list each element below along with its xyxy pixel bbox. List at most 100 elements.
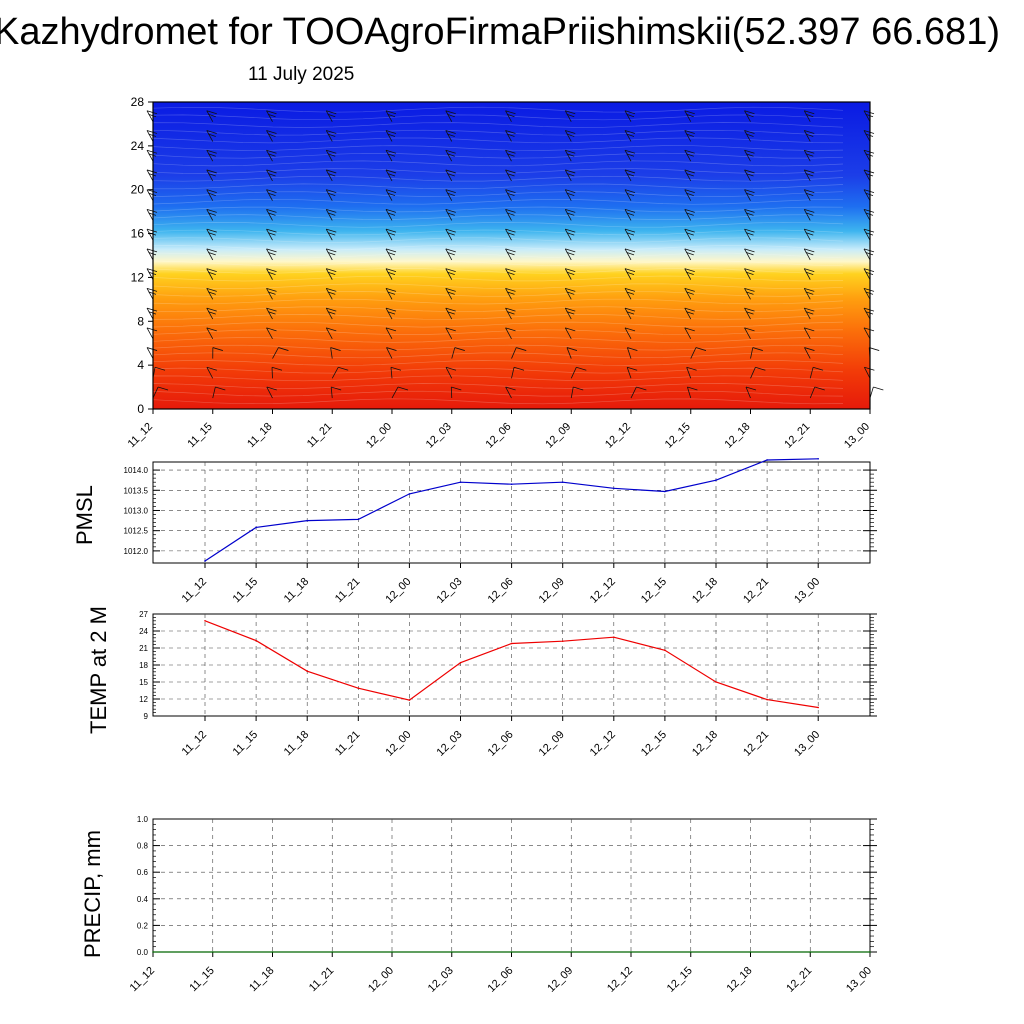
wind-barb-flag [744, 248, 755, 253]
wind-barb-flag [804, 189, 815, 194]
wind-barb-flag [804, 347, 815, 351]
wind-barb-flag [445, 268, 456, 273]
wind-barb-flag [814, 386, 825, 391]
wind-barb [146, 228, 154, 241]
wind-barb-flag [385, 169, 397, 174]
wind-barb-flag [505, 386, 516, 391]
wind-barb [505, 307, 512, 320]
wind-barb [331, 367, 339, 379]
wind-barb-flag [447, 212, 455, 216]
wind-barb-flag [505, 268, 516, 273]
wind-barb-flag [752, 347, 763, 351]
data-point [749, 951, 752, 953]
wind-barb [803, 169, 811, 182]
data-point [766, 698, 768, 701]
wind-barb-flag [565, 327, 576, 332]
wind-barb-flag [804, 307, 815, 312]
wind-barb [564, 169, 572, 182]
wind-barb-flag [267, 133, 276, 137]
contour-line [152, 398, 844, 405]
wind-barb-flag [626, 311, 635, 315]
wind-barb-flag [208, 252, 216, 256]
wind-barb [266, 307, 273, 320]
y-tick-label: 15 [139, 678, 148, 687]
wind-barb-flag [206, 287, 217, 292]
wind-barb [864, 367, 871, 379]
wind-barb-flag [516, 347, 527, 351]
wind-barb [624, 248, 632, 261]
wind-barb-flag [385, 130, 397, 134]
wind-barb-flag [745, 311, 754, 315]
wind-barb-flag [267, 153, 276, 157]
wind-barb-flag [566, 192, 575, 197]
wind-barb-flag [206, 327, 217, 332]
wind-barb [325, 248, 333, 261]
wind-barb [744, 268, 751, 280]
wind-barb-flag [326, 110, 337, 115]
wind-barb-flag [684, 130, 695, 134]
wind-barb-flag [684, 268, 695, 273]
chart-date: 11 July 2025 [248, 64, 355, 85]
wind-barb-flag [266, 209, 277, 213]
contour-line [152, 114, 844, 121]
wind-barb [564, 248, 572, 261]
wind-barb-flag [805, 271, 814, 276]
contour-line [152, 375, 844, 382]
wind-barb [445, 288, 453, 300]
wind-barb-flag [266, 169, 277, 174]
wind-barb-flag [385, 287, 397, 292]
x-tick-label: 12_21 [741, 576, 771, 606]
data-point [357, 518, 360, 521]
wind-barb-flag [267, 173, 276, 177]
wind-barb-flag [626, 173, 635, 177]
wind-barb-flag [686, 291, 694, 295]
wind-barb [206, 150, 214, 162]
wind-barb-flag [804, 169, 815, 174]
wind-barb-flag [447, 271, 455, 276]
wind-barb-flag [744, 110, 755, 115]
data-point [408, 493, 411, 495]
x-tick-label: 12_15 [639, 729, 669, 759]
wind-barb [206, 268, 214, 280]
data-point [869, 951, 871, 953]
wind-barb-flag [445, 248, 456, 253]
wind-barb-flag [863, 130, 875, 134]
wind-barb-flag [745, 192, 754, 197]
wind-barb-flag [684, 209, 695, 213]
wind-barb-flag [804, 287, 815, 292]
x-tick-label: 12_12 [605, 965, 635, 995]
wind-barb-flag [505, 149, 516, 154]
x-tick-label: 11_15 [231, 576, 261, 606]
x-tick-label: 12_06 [484, 421, 514, 451]
wind-barb-flag [445, 287, 456, 292]
wind-barb [744, 248, 751, 261]
contour-line [152, 337, 844, 343]
wind-barb-flag [326, 287, 337, 292]
wind-barb [863, 327, 871, 340]
wind-barb-flag [804, 228, 815, 233]
wind-barb-flag [804, 327, 815, 332]
wind-barb-flag [636, 386, 647, 391]
contour-line [152, 152, 844, 159]
wind-barb [325, 307, 333, 320]
wind-barb-flag [327, 192, 336, 197]
wind-barb [863, 209, 871, 221]
wind-barb-flag [146, 149, 158, 154]
x-tick-label: 11_18 [247, 965, 277, 995]
wind-barb-flag [805, 311, 814, 315]
wind-barb-flag [865, 291, 874, 295]
wind-barb-flag [206, 307, 217, 312]
wind-barb [624, 268, 632, 280]
wind-barb-flag [390, 366, 402, 371]
wind-barb-flag [451, 386, 462, 391]
wind-barb-flag [206, 248, 217, 253]
wind-barb [445, 327, 453, 340]
wind-barb [863, 169, 871, 182]
wind-barb-flag [385, 110, 397, 115]
wind-barb [146, 347, 154, 359]
wind-barb [505, 288, 512, 300]
wind-barb [505, 327, 512, 340]
wind-barb-flag [812, 366, 824, 371]
wind-barb-flag [626, 252, 635, 256]
x-tick-label: 11_15 [231, 729, 261, 759]
